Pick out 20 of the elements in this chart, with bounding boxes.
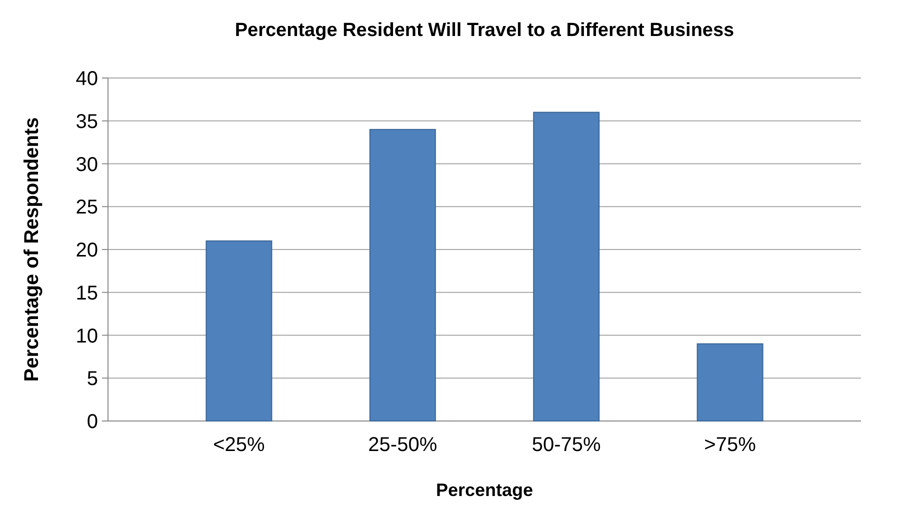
y-tick-label: 0 — [86, 411, 98, 433]
y-tick-label: 10 — [76, 325, 98, 348]
x-tick-label: >75% — [704, 434, 756, 456]
chart-title: Percentage Resident Will Travel to a Different Business — [234, 20, 734, 41]
bar — [696, 343, 764, 422]
y-tick-label: 5 — [86, 368, 98, 390]
bar — [206, 240, 272, 422]
y-tick-label: 15 — [76, 282, 98, 304]
bar — [533, 112, 600, 422]
y-tick-label: 20 — [76, 240, 98, 262]
x-axis-title: Percentage — [436, 480, 534, 500]
y-tick-label: 35 — [76, 110, 98, 133]
x-tick-label: <25% — [213, 434, 266, 456]
y-tick-label: 25 — [76, 196, 98, 219]
bar — [369, 128, 436, 422]
y-tick-label: 30 — [76, 154, 98, 176]
y-tick-label: 40 — [76, 68, 98, 90]
x-tick-label: 50-75% — [532, 434, 602, 456]
x-tick-label: 25-50% — [368, 434, 438, 456]
y-axis-title: Percentage of Respondents — [21, 117, 43, 382]
